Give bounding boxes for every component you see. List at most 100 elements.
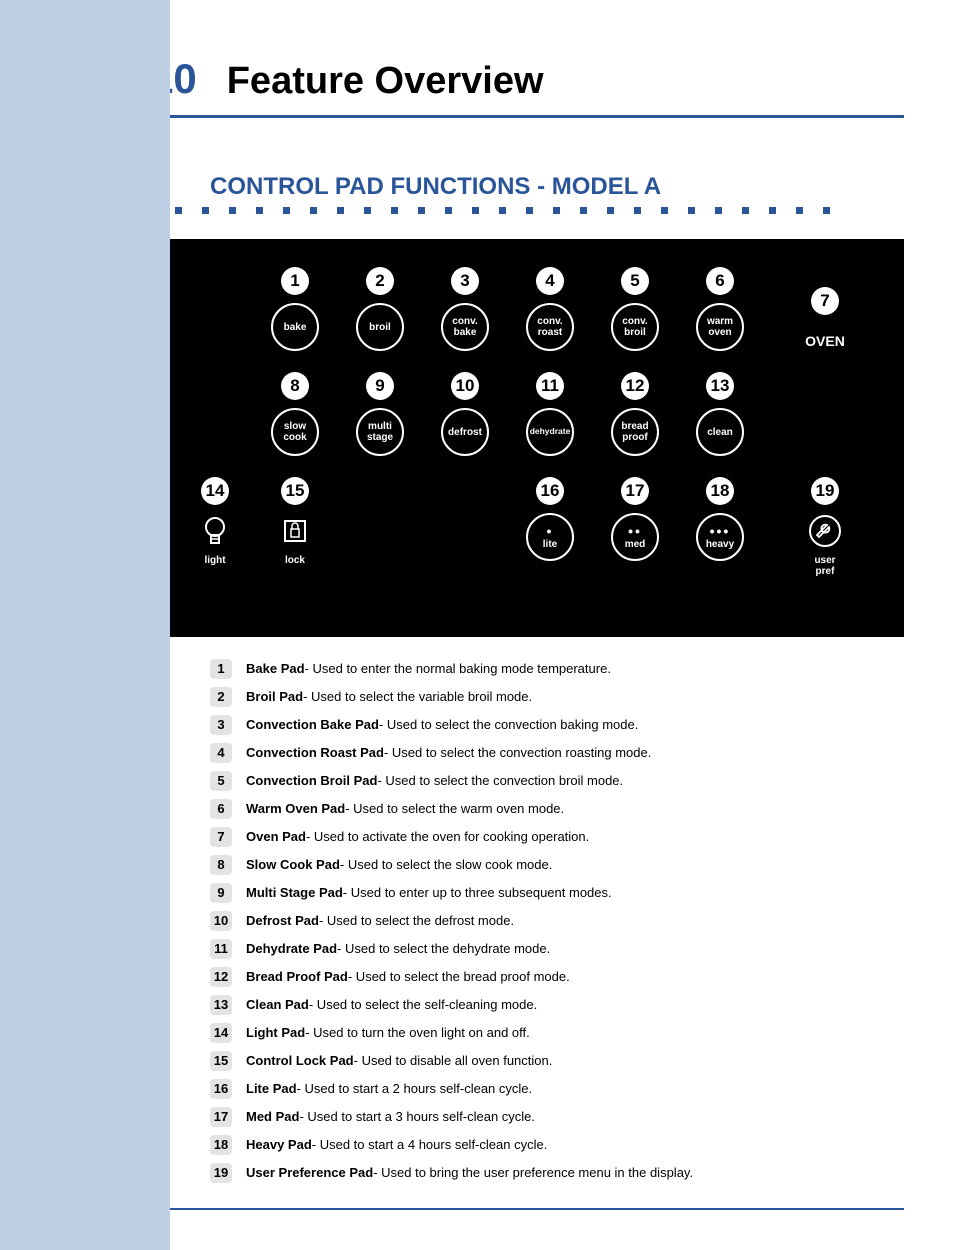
pad-bake: 1 bake <box>260 267 330 351</box>
description-number: 1 <box>210 659 232 679</box>
badge-13: 13 <box>706 372 734 400</box>
description-text: Broil Pad- Used to select the variable b… <box>246 687 532 707</box>
light-label: light <box>180 555 250 566</box>
description-text: Slow Cook Pad- Used to select the slow c… <box>246 855 552 875</box>
description-text: Clean Pad- Used to select the self-clean… <box>246 995 537 1015</box>
badge-17: 17 <box>621 477 649 505</box>
pad-bread-proof: 12 bread proof <box>600 372 670 456</box>
description-text: Convection Roast Pad- Used to select the… <box>246 743 651 763</box>
pad-oven: 7 OVEN <box>790 287 860 349</box>
pad-conv-broil: 5 conv. broil <box>600 267 670 351</box>
user-pref-label: user pref <box>790 555 860 577</box>
wrench-icon[interactable] <box>807 513 843 549</box>
description-text: Heavy Pad- Used to start a 4 hours self-… <box>246 1135 547 1155</box>
description-number: 10 <box>210 911 232 931</box>
btn-warm-oven[interactable]: warm oven <box>696 303 744 351</box>
description-item: 5Convection Broil Pad- Used to select th… <box>210 771 904 791</box>
btn-defrost[interactable]: defrost <box>441 408 489 456</box>
btn-broil[interactable]: broil <box>356 303 404 351</box>
description-text: Convection Bake Pad- Used to select the … <box>246 715 638 735</box>
pad-conv-bake: 3 conv. bake <box>430 267 500 351</box>
badge-18: 18 <box>706 477 734 505</box>
badge-6: 6 <box>706 267 734 295</box>
description-item: 19User Preference Pad- Used to bring the… <box>210 1163 904 1183</box>
btn-clean[interactable]: clean <box>696 408 744 456</box>
description-number: 3 <box>210 715 232 735</box>
description-number: 15 <box>210 1051 232 1071</box>
description-item: 12Bread Proof Pad- Used to select the br… <box>210 967 904 987</box>
description-number: 2 <box>210 687 232 707</box>
description-item: 15 Control Lock Pad- Used to disable all … <box>210 1051 904 1071</box>
pad-multi-stage: 9 multi stage <box>345 372 415 456</box>
page: 10 Feature Overview CONTROL PAD FUNCTION… <box>0 0 954 1250</box>
description-number: 4 <box>210 743 232 763</box>
description-item: 8Slow Cook Pad- Used to select the slow … <box>210 855 904 875</box>
btn-slow-cook[interactable]: slow cook <box>271 408 319 456</box>
lock-icon[interactable] <box>277 513 313 549</box>
description-item: 14 Light Pad- Used to turn the oven light… <box>210 1023 904 1043</box>
lite-dots: • <box>543 524 557 539</box>
pad-broil: 2 broil <box>345 267 415 351</box>
description-number: 17 <box>210 1107 232 1127</box>
description-text: Multi Stage Pad- Used to enter up to thr… <box>246 883 612 903</box>
description-number: 18 <box>210 1135 232 1155</box>
description-item: 4 Convection Roast Pad- Used to select th… <box>210 743 904 763</box>
description-number: 12 <box>210 967 232 987</box>
badge-12: 12 <box>621 372 649 400</box>
description-number: 11 <box>210 939 232 959</box>
badge-9: 9 <box>366 372 394 400</box>
pad-heavy: 18 ••• heavy <box>685 477 755 561</box>
btn-multi-stage[interactable]: multi stage <box>356 408 404 456</box>
description-item: 7Oven Pad- Used to activate the oven for… <box>210 827 904 847</box>
description-text: Control Lock Pad- Used to disable all ov… <box>246 1051 552 1071</box>
description-item: 11 Dehydrate Pad- Used to select the dehy… <box>210 939 904 959</box>
page-title: Feature Overview <box>227 60 544 103</box>
control-panel: 1 bake 2 broil 3 conv. bake 4 conv. roas… <box>150 239 904 637</box>
description-number: 19 <box>210 1163 232 1183</box>
btn-conv-roast[interactable]: conv. roast <box>526 303 574 351</box>
med-dots: •• <box>625 524 646 539</box>
btn-heavy[interactable]: ••• heavy <box>696 513 744 561</box>
description-number: 13 <box>210 995 232 1015</box>
btn-bread-proof[interactable]: bread proof <box>611 408 659 456</box>
pad-user-pref: 19 user pref <box>790 477 860 577</box>
pad-lite: 16 • lite <box>515 477 585 561</box>
heavy-dots: ••• <box>706 524 734 539</box>
description-text: Dehydrate Pad- Used to select the dehydr… <box>246 939 550 959</box>
btn-lite[interactable]: • lite <box>526 513 574 561</box>
description-item: 10 Defrost Pad- Used to select the defros… <box>210 911 904 931</box>
oven-label[interactable]: OVEN <box>790 333 860 349</box>
description-text: Light Pad- Used to turn the oven light o… <box>246 1023 530 1043</box>
page-header: 10 Feature Overview <box>150 55 904 103</box>
heavy-text: heavy <box>706 539 734 550</box>
description-number: 6 <box>210 799 232 819</box>
description-item: 2 Broil Pad- Used to select the variable … <box>210 687 904 707</box>
btn-conv-bake[interactable]: conv. bake <box>441 303 489 351</box>
light-bulb-icon[interactable] <box>197 513 233 549</box>
btn-dehydrate[interactable]: dehydrate <box>526 408 574 456</box>
pad-lock: 15 lock <box>260 477 330 566</box>
pad-conv-roast: 4 conv. roast <box>515 267 585 351</box>
pad-light: 14 light <box>180 477 250 566</box>
description-item: 13 Clean Pad- Used to select the self-cle… <box>210 995 904 1015</box>
btn-med[interactable]: •• med <box>611 513 659 561</box>
description-list: 1Bake Pad- Used to enter the normal baki… <box>210 659 904 1183</box>
pad-med: 17 •• med <box>600 477 670 561</box>
description-item: 16Lite Pad- Used to start a 2 hours self… <box>210 1079 904 1099</box>
description-text: Lite Pad- Used to start a 2 hours self-c… <box>246 1079 532 1099</box>
pad-clean: 13 clean <box>685 372 755 456</box>
btn-bake[interactable]: bake <box>271 303 319 351</box>
description-text: Defrost Pad- Used to select the defrost … <box>246 911 514 931</box>
badge-10: 10 <box>451 372 479 400</box>
lite-text: lite <box>543 539 557 550</box>
badge-1: 1 <box>281 267 309 295</box>
description-number: 14 <box>210 1023 232 1043</box>
badge-7: 7 <box>811 287 839 315</box>
description-text: Oven Pad- Used to activate the oven for … <box>246 827 589 847</box>
btn-conv-broil[interactable]: conv. broil <box>611 303 659 351</box>
sidebar <box>0 0 170 1250</box>
badge-3: 3 <box>451 267 479 295</box>
description-item: 6Warm Oven Pad- Used to select the warm … <box>210 799 904 819</box>
med-text: med <box>625 539 646 550</box>
description-text: Convection Broil Pad- Used to select the… <box>246 771 623 791</box>
